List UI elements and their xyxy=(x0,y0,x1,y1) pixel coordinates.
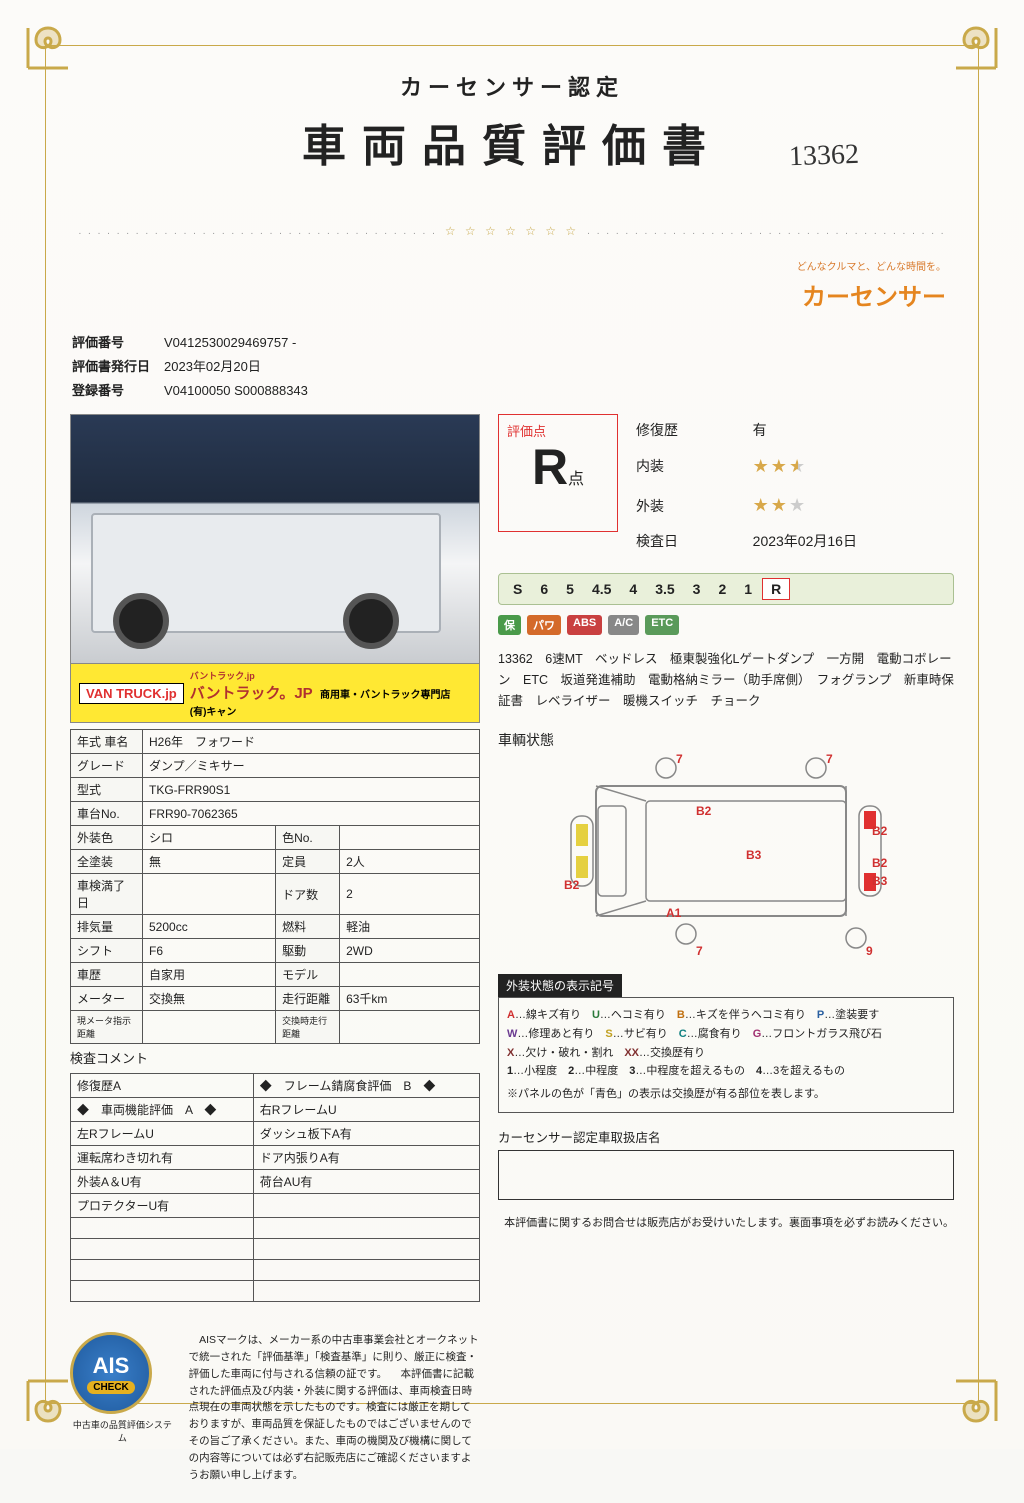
diagram-title: 車輌状態 xyxy=(498,730,954,750)
rating-scale: S654.543.5321R xyxy=(498,573,954,605)
vehicle-description: 13362 6速MT ベッドレス 極東製強化Lゲートダンプ 一方開 電動コボレー… xyxy=(498,649,954,713)
ais-caption: 中古車の品質評価システム xyxy=(70,1418,175,1444)
handwritten-id: 13362 xyxy=(788,139,859,173)
dealer-banner: VAN TRUCK.jp バントラック.jp バントラック。JP 商用車・バント… xyxy=(70,664,480,723)
ais-disclaimer: AISマークは、メーカー系の中古車事業会社とオークネットで統一された「評価基準」… xyxy=(189,1332,480,1483)
legend-box: 外装状態の表示記号 A…線キズ有り U…ヘコミ有り B…キズを伴うヘコミ有り P… xyxy=(498,974,954,1112)
inspection-title: 検査コメント xyxy=(70,1048,480,1067)
header-info: 評価番号V0412530029469757 - 評価書発行日2023年02月20… xyxy=(70,330,310,404)
interior-stars: ★★★ xyxy=(753,456,807,476)
vehicle-diagram: 77B2B3B2B2B3B2A179 xyxy=(536,756,916,956)
feature-badges: 保パワABSA/CETC xyxy=(498,615,954,635)
document-subtitle: カーセンサー認定 xyxy=(70,70,954,102)
rating-meta: 修復歴有 内装★★★ 外装★★★ 検査日2023年02月16日 xyxy=(634,414,954,558)
brand-tagline: どんなクルマと、どんな時間を。 xyxy=(70,258,946,273)
spec-table: 年式 車名H26年 フォワード グレードダンプ／ミキサー 型式TKG-FRR90… xyxy=(70,729,480,1044)
dealer-store: カーセンサー認定車取扱店名 xyxy=(498,1127,954,1200)
inspection-table: 修復歴A◆ フレーム錆腐食評価 B ◆ ◆ 車両機能評価 A ◆右RフレームU … xyxy=(70,1073,480,1302)
vehicle-photo xyxy=(70,414,480,664)
divider-row: . . . . . . . . . . . . . . . . . . . . … xyxy=(70,224,954,238)
brand-logo: カーセンサー xyxy=(70,277,946,312)
footnote: 本評価書に関するお問合せは販売店がお受けいたします。裏面事項を必ずお読みください… xyxy=(498,1214,954,1238)
rating-box: 評価点 R点 xyxy=(498,414,618,532)
exterior-stars: ★★★ xyxy=(753,495,807,515)
ais-badge: AIS CHECK xyxy=(70,1332,152,1414)
